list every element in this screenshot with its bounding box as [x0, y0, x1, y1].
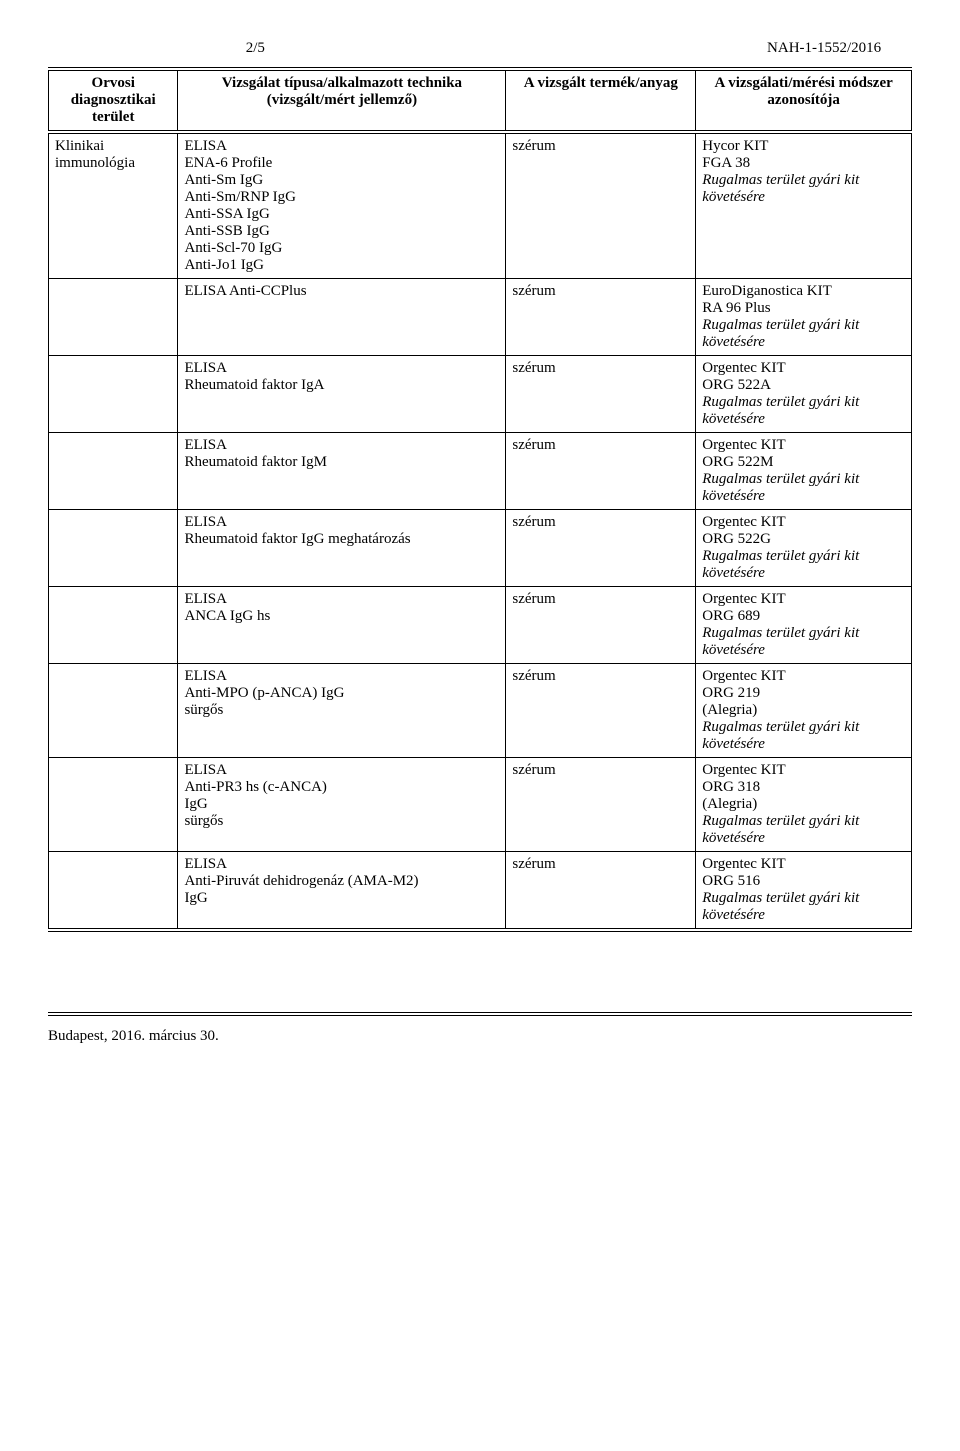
table-body: Klinikai immunológiaELISAENA-6 ProfileAn…: [49, 132, 912, 930]
cell-area: [49, 758, 178, 852]
cell-product: szérum: [506, 852, 696, 931]
table-row: ELISAAnti-MPO (p-ANCA) IgGsürgősszérumOr…: [49, 664, 912, 758]
cell-method-id: Hycor KITFGA 38Rugalmas terület gyári ki…: [696, 132, 912, 279]
cell-method-note: Rugalmas terület gyári kit követésére: [702, 548, 859, 581]
cell-product: szérum: [506, 132, 696, 279]
cell-product: szérum: [506, 433, 696, 510]
cell-method-note: Rugalmas terület gyári kit követésére: [702, 719, 859, 752]
cell-method-id: Orgentec KITORG 219(Alegria)Rugalmas ter…: [696, 664, 912, 758]
table-row: ELISARheumatoid faktor IgG meghatározáss…: [49, 510, 912, 587]
cell-area: [49, 279, 178, 356]
cell-method-id: Orgentec KITORG 522ARugalmas terület gyá…: [696, 356, 912, 433]
cell-method-note: Rugalmas terület gyári kit követésére: [702, 813, 859, 846]
table-row: ELISARheumatoid faktor IgAszérumOrgentec…: [49, 356, 912, 433]
cell-method-note: Rugalmas terület gyári kit követésére: [702, 317, 859, 350]
cell-method-id: Orgentec KITORG 689Rugalmas terület gyár…: [696, 587, 912, 664]
footer-text: Budapest, 2016. március 30.: [48, 1028, 912, 1045]
cell-technique: ELISA Anti-CCPlus: [178, 279, 506, 356]
col-header-1: Orvosi diagnosztikai terület: [49, 69, 178, 132]
doc-id: NAH-1-1552/2016: [466, 40, 881, 57]
cell-area: [49, 510, 178, 587]
cell-area: [49, 664, 178, 758]
cell-product: szérum: [506, 664, 696, 758]
cell-area: [49, 433, 178, 510]
table-row: ELISARheumatoid faktor IgMszérumOrgentec…: [49, 433, 912, 510]
col-header-4: A vizsgálati/mérési módszer azonosítója: [696, 69, 912, 132]
col-header-3: A vizsgált termék/anyag: [506, 69, 696, 132]
cell-product: szérum: [506, 587, 696, 664]
table-row: ELISAAnti-Piruvát dehidrogenáz (AMA-M2)I…: [49, 852, 912, 931]
cell-method-id: Orgentec KITORG 516Rugalmas terület gyár…: [696, 852, 912, 931]
main-table: Orvosi diagnosztikai terület Vizsgálat t…: [48, 67, 912, 932]
cell-technique: ELISAANCA IgG hs: [178, 587, 506, 664]
cell-technique: ELISAAnti-PR3 hs (c-ANCA)IgGsürgős: [178, 758, 506, 852]
cell-method-id: Orgentec KITORG 522MRugalmas terület gyá…: [696, 433, 912, 510]
cell-technique: ELISARheumatoid faktor IgM: [178, 433, 506, 510]
col-header-2: Vizsgálat típusa/alkalmazott technika (v…: [178, 69, 506, 132]
footer-divider: [48, 1012, 912, 1016]
table-row: ELISAAnti-PR3 hs (c-ANCA)IgGsürgősszérum…: [49, 758, 912, 852]
cell-product: szérum: [506, 356, 696, 433]
cell-product: szérum: [506, 758, 696, 852]
cell-area: Klinikai immunológia: [49, 132, 178, 279]
table-row: ELISA Anti-CCPlusszérumEuroDiganostica K…: [49, 279, 912, 356]
cell-area: [49, 356, 178, 433]
cell-technique: ELISARheumatoid faktor IgG meghatározás: [178, 510, 506, 587]
cell-method-note: Rugalmas terület gyári kit követésére: [702, 890, 859, 923]
cell-area: [49, 587, 178, 664]
cell-technique: ELISAENA-6 ProfileAnti-Sm IgGAnti-Sm/RNP…: [178, 132, 506, 279]
cell-technique: ELISAAnti-MPO (p-ANCA) IgGsürgős: [178, 664, 506, 758]
cell-product: szérum: [506, 510, 696, 587]
cell-product: szérum: [506, 279, 696, 356]
table-row: ELISAANCA IgG hsszérumOrgentec KITORG 68…: [49, 587, 912, 664]
cell-area: [49, 852, 178, 931]
table-row: Klinikai immunológiaELISAENA-6 ProfileAn…: [49, 132, 912, 279]
table-header-row: Orvosi diagnosztikai terület Vizsgálat t…: [49, 69, 912, 132]
cell-method-note: Rugalmas terület gyári kit követésére: [702, 471, 859, 504]
page-number: 2/5: [48, 40, 463, 57]
cell-technique: ELISAAnti-Piruvát dehidrogenáz (AMA-M2)I…: [178, 852, 506, 931]
cell-technique: ELISARheumatoid faktor IgA: [178, 356, 506, 433]
cell-method-id: Orgentec KITORG 522GRugalmas terület gyá…: [696, 510, 912, 587]
cell-method-id: Orgentec KITORG 318(Alegria)Rugalmas ter…: [696, 758, 912, 852]
cell-method-id: EuroDiganostica KITRA 96 PlusRugalmas te…: [696, 279, 912, 356]
cell-method-note: Rugalmas terület gyári kit követésére: [702, 172, 859, 205]
cell-method-note: Rugalmas terület gyári kit követésére: [702, 625, 859, 658]
cell-method-note: Rugalmas terület gyári kit követésére: [702, 394, 859, 427]
page-header: 2/5 NAH-1-1552/2016: [48, 40, 912, 57]
